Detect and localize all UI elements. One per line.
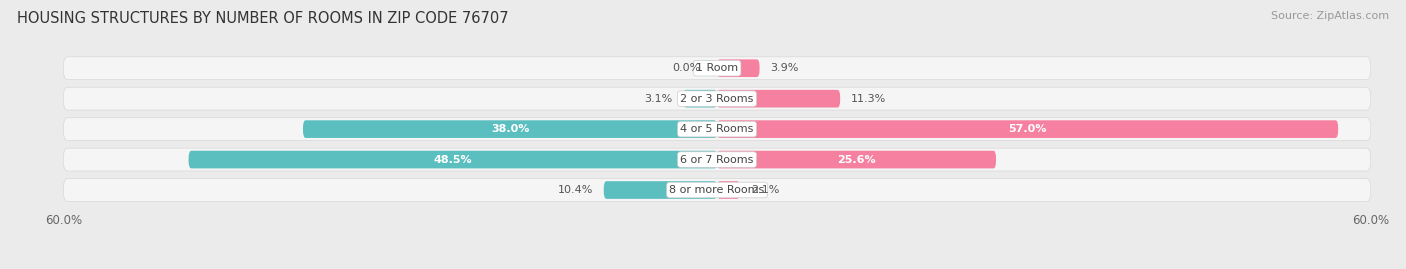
FancyBboxPatch shape (188, 151, 717, 168)
Text: 11.3%: 11.3% (851, 94, 886, 104)
Text: 10.4%: 10.4% (557, 185, 593, 195)
FancyBboxPatch shape (717, 151, 995, 168)
Text: 3.9%: 3.9% (770, 63, 799, 73)
Text: 1 Room: 1 Room (696, 63, 738, 73)
Text: Source: ZipAtlas.com: Source: ZipAtlas.com (1271, 11, 1389, 21)
FancyBboxPatch shape (63, 118, 1371, 140)
FancyBboxPatch shape (63, 148, 1371, 171)
FancyBboxPatch shape (683, 90, 717, 108)
FancyBboxPatch shape (717, 90, 841, 108)
Text: HOUSING STRUCTURES BY NUMBER OF ROOMS IN ZIP CODE 76707: HOUSING STRUCTURES BY NUMBER OF ROOMS IN… (17, 11, 509, 26)
Text: 25.6%: 25.6% (837, 155, 876, 165)
FancyBboxPatch shape (717, 120, 1339, 138)
FancyBboxPatch shape (302, 120, 717, 138)
FancyBboxPatch shape (63, 87, 1371, 110)
Text: 6 or 7 Rooms: 6 or 7 Rooms (681, 155, 754, 165)
Text: 4 or 5 Rooms: 4 or 5 Rooms (681, 124, 754, 134)
Text: 48.5%: 48.5% (433, 155, 472, 165)
Text: 57.0%: 57.0% (1008, 124, 1047, 134)
Text: 0.0%: 0.0% (672, 63, 700, 73)
FancyBboxPatch shape (63, 57, 1371, 80)
FancyBboxPatch shape (603, 181, 717, 199)
Text: 38.0%: 38.0% (491, 124, 529, 134)
Text: 3.1%: 3.1% (644, 94, 672, 104)
FancyBboxPatch shape (717, 59, 759, 77)
FancyBboxPatch shape (63, 179, 1371, 201)
FancyBboxPatch shape (717, 181, 740, 199)
Text: 2 or 3 Rooms: 2 or 3 Rooms (681, 94, 754, 104)
Text: 2.1%: 2.1% (751, 185, 779, 195)
Text: 8 or more Rooms: 8 or more Rooms (669, 185, 765, 195)
